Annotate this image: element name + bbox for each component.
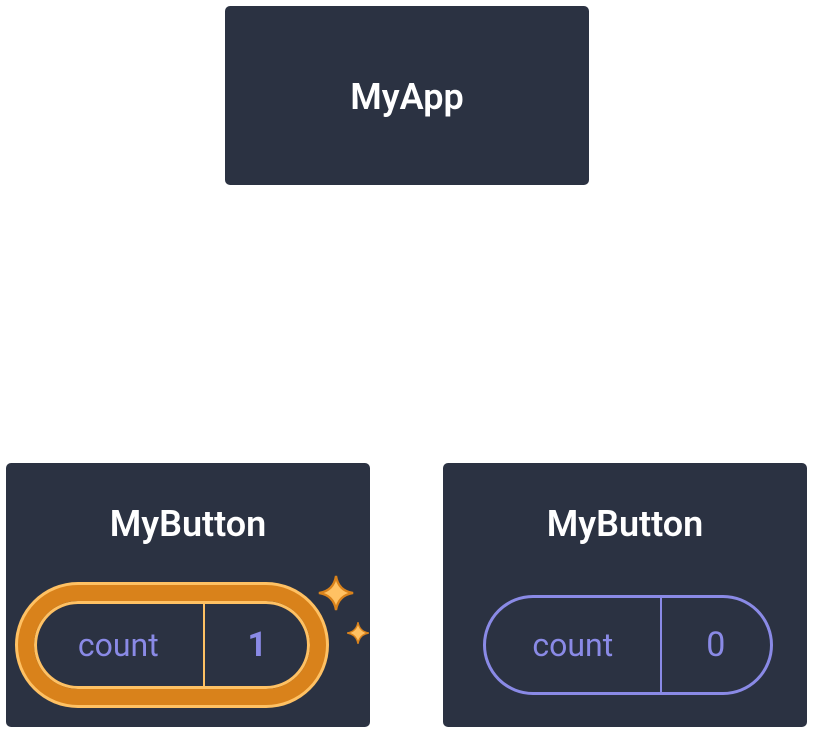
tree-node-root: MyApp: [222, 3, 592, 188]
count-pill: count 0: [483, 595, 773, 695]
count-pill-highlighted: count 1: [18, 585, 326, 705]
tree-node-left: MyButton count 1: [3, 460, 373, 730]
sparkle-icon: [346, 621, 370, 645]
pill-label: count: [532, 626, 613, 664]
node-title: MyButton: [547, 503, 704, 545]
node-title: MyApp: [350, 76, 463, 118]
tree-node-right: MyButton count 0: [440, 460, 810, 730]
node-title: MyButton: [110, 503, 267, 545]
pill-value: 0: [706, 625, 725, 665]
diagram-canvas: MyApp MyButton count 1 MyButton: [0, 0, 814, 734]
sparkle-icon: [317, 574, 355, 612]
pill-label: count: [78, 626, 159, 664]
pill-value: 1: [248, 625, 268, 665]
